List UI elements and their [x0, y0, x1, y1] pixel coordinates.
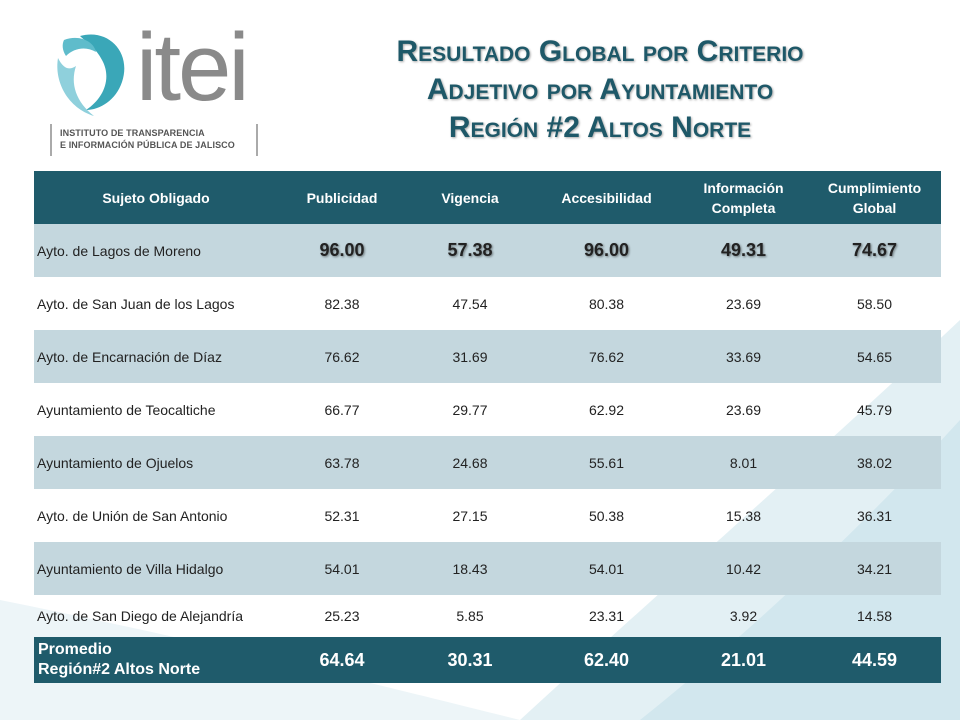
cell-value: 82.38	[324, 295, 360, 312]
total-value: 62.40	[534, 637, 679, 683]
total-label-line: Promedio	[38, 641, 112, 658]
table-row: Ayto. de San Juan de los Lagos 82.38 47.…	[34, 277, 941, 330]
cell-value: 36.31	[856, 507, 893, 524]
cell-value: 27.15	[452, 507, 488, 524]
cell-value: 57.38	[406, 224, 534, 277]
table-row: Ayuntamiento de Teocaltiche 66.77 29.77 …	[34, 383, 941, 436]
total-label: Promedio Región#2 Altos Norte	[34, 637, 278, 683]
cell-value: 33.69	[679, 330, 808, 383]
cell-value: 50.38	[588, 507, 625, 524]
cell-value: 31.69	[406, 330, 534, 383]
row-name: Ayto. de San Diego de Alejandría	[37, 608, 244, 624]
cell-value: 45.79	[856, 401, 893, 418]
cell-value: 24.68	[406, 436, 534, 489]
cell-value: 55.61	[534, 436, 679, 489]
table-row: Ayto. de Encarnación de Díaz 76.62 31.69…	[34, 330, 941, 383]
table-row: Ayuntamiento de Villa Hidalgo 54.01 18.4…	[34, 542, 941, 595]
cell-value: 49.31	[679, 224, 808, 277]
table-row: Ayto. de Unión de San Antonio 52.31 27.1…	[34, 489, 941, 542]
logo-subtitle: INSTITUTO DE TRANSPARENCIA E INFORMACIÓN…	[50, 124, 258, 156]
cell-value: 14.58	[856, 608, 893, 624]
cell-value: 76.62	[534, 330, 679, 383]
cell-value: 23.69	[725, 295, 762, 312]
cell-value: 38.02	[808, 436, 941, 489]
page-title: Resultado Global por Criterio Adjetivo p…	[300, 33, 900, 147]
itei-logo: itei INSTITUTO DE TRANSPARENCIA E INFORM…	[44, 20, 284, 160]
total-value: 30.31	[406, 637, 534, 683]
cell-value: 25.23	[324, 608, 360, 624]
cell-value: 18.43	[406, 542, 534, 595]
cell-value: 74.67	[808, 224, 941, 277]
row-name: Ayto. de Unión de San Antonio	[37, 507, 228, 524]
header-vigencia: Vigencia	[406, 171, 534, 224]
table-row: Ayto. de San Diego de Alejandría 25.23 5…	[34, 595, 941, 637]
cell-value: 47.54	[452, 295, 488, 312]
logo-subtitle-line: E INFORMACIÓN PÚBLICA DE JALISCO	[60, 140, 235, 150]
itei-swirl-icon	[57, 34, 125, 116]
cell-value: 54.01	[534, 542, 679, 595]
cell-value: 10.42	[679, 542, 808, 595]
table-row: Ayuntamiento de Ojuelos 63.78 24.68 55.6…	[34, 436, 941, 489]
total-value: 21.01	[679, 637, 808, 683]
cell-value: 34.21	[808, 542, 941, 595]
cell-value: 62.92	[588, 401, 625, 418]
results-table: Sujeto Obligado Publicidad Vigencia Acce…	[34, 171, 941, 683]
total-value: 44.59	[808, 637, 941, 683]
title-line: Resultado Global por Criterio	[396, 35, 804, 68]
table-header-row: Sujeto Obligado Publicidad Vigencia Acce…	[34, 171, 941, 224]
cell-value: 52.31	[324, 507, 360, 524]
total-value: 64.64	[278, 637, 406, 683]
row-name: Ayto. de Encarnación de Díaz	[34, 330, 278, 383]
cell-value: 58.50	[856, 295, 893, 312]
header-informacion: Información Completa	[679, 171, 808, 224]
logo-wordmark: itei	[136, 14, 250, 121]
total-label-line: Región#2 Altos Norte	[38, 661, 201, 678]
row-name: Ayuntamiento de Villa Hidalgo	[34, 542, 278, 595]
header-accesibilidad: Accesibilidad	[534, 171, 679, 224]
row-name: Ayto. de Lagos de Moreno	[34, 224, 278, 277]
cell-value: 54.65	[808, 330, 941, 383]
cell-value: 3.92	[729, 608, 758, 624]
cell-value: 23.69	[725, 401, 762, 418]
cell-value: 80.38	[588, 295, 625, 312]
cell-value: 15.38	[725, 507, 762, 524]
header-publicidad: Publicidad	[278, 171, 406, 224]
total-row: Promedio Región#2 Altos Norte 64.64 30.3…	[34, 637, 941, 683]
cell-value: 54.01	[278, 542, 406, 595]
cell-value: 76.62	[278, 330, 406, 383]
row-name: Ayuntamiento de Teocaltiche	[37, 401, 216, 418]
title-line: Adjetivo por Ayuntamiento	[426, 73, 774, 106]
cell-value: 23.31	[588, 608, 625, 624]
cell-value: 29.77	[452, 401, 488, 418]
cell-value: 66.77	[324, 401, 360, 418]
logo-subtitle-line: INSTITUTO DE TRANSPARENCIA	[60, 128, 205, 138]
row-name: Ayto. de San Juan de los Lagos	[37, 295, 235, 312]
title-line: Región #2 Altos Norte	[448, 111, 752, 144]
table-row: Ayto. de Lagos de Moreno 96.00 57.38 96.…	[34, 224, 941, 277]
row-name: Ayuntamiento de Ojuelos	[34, 436, 278, 489]
cell-value: 8.01	[679, 436, 808, 489]
cell-value: 96.00	[278, 224, 406, 277]
cell-value: 96.00	[534, 224, 679, 277]
cell-value: 5.85	[456, 608, 484, 624]
header-sujeto: Sujeto Obligado	[34, 171, 278, 224]
header-cumplimiento: Cumplimiento Global	[808, 171, 941, 224]
cell-value: 63.78	[278, 436, 406, 489]
